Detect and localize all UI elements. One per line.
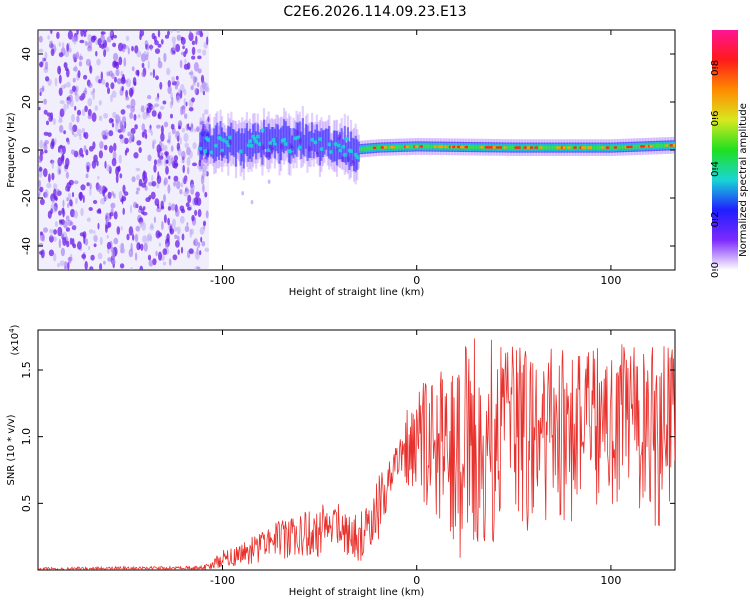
spectrogram-y-ticks: -40 -20 0 20 40 bbox=[20, 47, 675, 255]
colorbar-tick-label: 0.8 bbox=[710, 60, 721, 76]
colorbar-label: Normalized spectral amplitude bbox=[738, 103, 749, 257]
x-tick-label: 100 bbox=[600, 574, 621, 587]
y-tick-label: 40 bbox=[20, 47, 33, 61]
x-tick-label: 0 bbox=[413, 574, 420, 587]
x-tick-label: 100 bbox=[600, 274, 621, 287]
snr-scale-suffix: ) bbox=[10, 324, 21, 328]
snr-scale-prefix: (x10 bbox=[10, 333, 21, 356]
spectrogram-y-label: Frequency (Hz) bbox=[6, 112, 17, 188]
colorbar-tick-label: 0.2 bbox=[710, 212, 721, 228]
snr-frame bbox=[37, 329, 676, 571]
x-tick-label: 0 bbox=[413, 274, 420, 287]
noise-speckles bbox=[38, 30, 211, 270]
snr-x-ticks: -100 0 100 bbox=[210, 330, 621, 587]
signal-band bbox=[198, 106, 675, 205]
chart-title: C2E6.2026.114.09.23.E13 bbox=[283, 4, 466, 20]
y-tick-label: 1.0 bbox=[20, 428, 33, 446]
colorbar-tick-label: 0.6 bbox=[710, 110, 721, 126]
y-tick-label: -40 bbox=[20, 237, 33, 255]
colorbar-tick-label: 0.0 bbox=[710, 262, 721, 278]
x-tick-label: -100 bbox=[210, 274, 235, 287]
colorbar-gradient bbox=[712, 30, 738, 270]
snr-scale-exponent: 4 bbox=[8, 328, 16, 333]
snr-panel: -100 0 100 0.5 1.0 1.5 Height of straight li… bbox=[6, 324, 676, 598]
spectrogram-panel: -100 0 100 -40 -20 0 20 40 Height of straight … bbox=[6, 29, 676, 298]
colorbar-tick-label: 0.4 bbox=[710, 161, 721, 177]
y-tick-label: 20 bbox=[20, 95, 33, 109]
x-tick-label: -100 bbox=[210, 574, 235, 587]
snr-x-label: Height of straight line (km) bbox=[289, 587, 425, 598]
snr-y-label: SNR (10 * v/v) bbox=[6, 414, 17, 485]
snr-series-line bbox=[38, 338, 675, 570]
snr-scale-label: (x104) bbox=[8, 324, 21, 355]
spectrogram-x-ticks: -100 0 100 bbox=[210, 30, 621, 287]
colorbar: 0.0 0.2 0.4 0.6 0.8 Normalized spectral ampl… bbox=[710, 30, 749, 278]
spectrogram-x-label: Height of straight line (km) bbox=[289, 287, 425, 298]
y-tick-label: 1.5 bbox=[20, 361, 33, 379]
snr-content bbox=[38, 338, 675, 570]
colorbar-ticks: 0.0 0.2 0.4 0.6 0.8 bbox=[710, 60, 721, 278]
snr-y-ticks: 0.5 1.0 1.5 bbox=[20, 361, 675, 512]
y-tick-label: 0.5 bbox=[20, 495, 33, 513]
y-tick-label: -20 bbox=[20, 189, 33, 207]
y-tick-label: 0 bbox=[20, 147, 33, 154]
spectrogram-content bbox=[38, 30, 675, 270]
